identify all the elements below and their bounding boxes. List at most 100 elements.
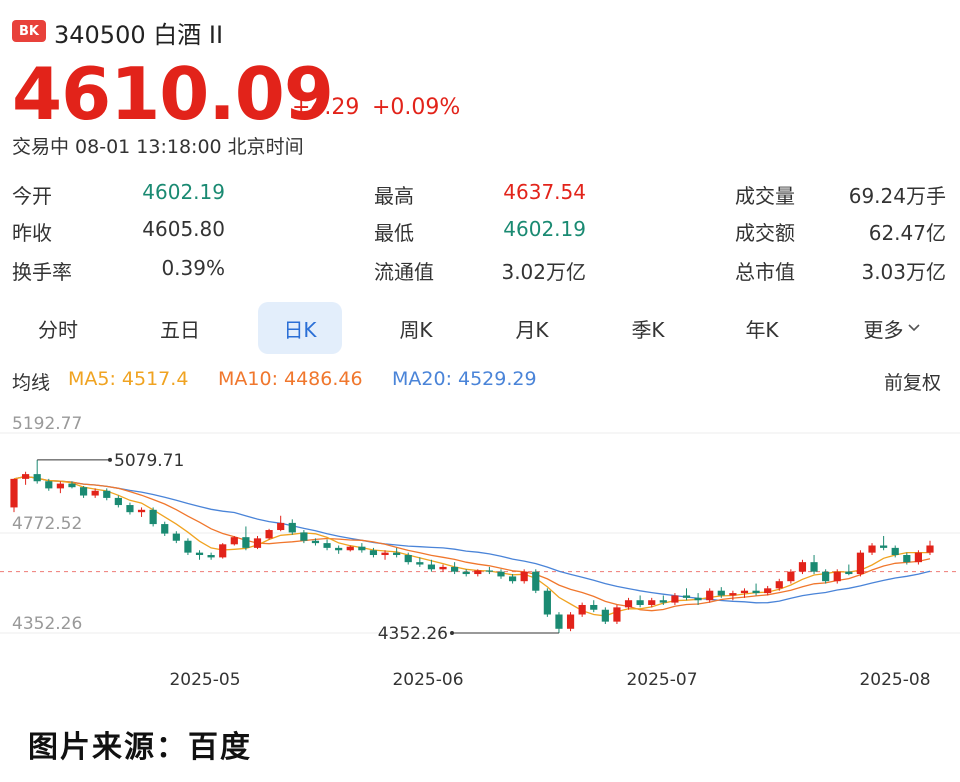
candle-body (369, 550, 378, 556)
candle-body (752, 590, 760, 594)
candle-body (33, 474, 41, 482)
current-price: 4610.09 (12, 52, 334, 136)
candle-body (694, 597, 702, 601)
candle-body (439, 566, 447, 570)
tab-more-label: 更多 (863, 317, 904, 342)
candle-body (300, 532, 308, 541)
candle-body (22, 474, 30, 479)
candle-body (346, 546, 354, 551)
tab-quarterly-k[interactable]: 季K (631, 317, 665, 342)
candle-body (833, 571, 841, 582)
tab-weekly-k[interactable]: 周K (399, 317, 433, 342)
candle-body (520, 571, 528, 582)
candle-body (648, 600, 656, 605)
max-annotation-dot (108, 457, 112, 462)
candle-body (462, 571, 470, 575)
float-cap-label: 流通值 (374, 260, 434, 284)
candle-body (497, 571, 505, 577)
open-value: 4602.19 (142, 180, 225, 204)
candle-body (451, 566, 459, 572)
volume-value: 69.24万手 (848, 184, 946, 208)
candle-body (740, 590, 749, 594)
candle-body (137, 509, 146, 513)
ma20-value: MA20: 4529.29 (392, 368, 537, 390)
market-cap-value: 3.03万亿 (861, 260, 946, 284)
candle-body (880, 545, 888, 548)
period-tabs: 分时 五日 日K 周K 月K 季K 年K 更多 (0, 302, 960, 358)
trading-status: 交易中 08-01 13:18:00 北京时间 (12, 136, 304, 158)
tab-monthly-k[interactable]: 月K (515, 317, 549, 342)
candle-body (706, 590, 714, 601)
candle-body (184, 540, 192, 553)
adjust-mode-button[interactable]: 前复权 (884, 372, 942, 394)
candle-body (532, 571, 540, 591)
min-annotation-dot (450, 631, 454, 635)
candle-body (659, 600, 667, 603)
chevron-down-icon (907, 324, 920, 332)
volume-label: 成交量 (735, 184, 795, 208)
candle-body (311, 540, 320, 544)
candle-body (219, 544, 227, 558)
ma10-value: MA10: 4486.46 (218, 368, 363, 390)
candle-body (578, 604, 586, 615)
image-source-caption: 图片来源：百度 (28, 730, 252, 765)
turnover-value: 0.39% (161, 256, 225, 280)
y-tick-label: 4772.52 (12, 514, 82, 534)
price-change-percent: +0.09% (372, 95, 461, 120)
candle-body (624, 600, 633, 608)
candle-body (613, 607, 621, 622)
candle-body (717, 590, 725, 596)
candle-body (845, 571, 853, 575)
candle-body (485, 570, 493, 572)
candle-body (195, 552, 204, 556)
tab-yearly-k[interactable]: 年K (745, 317, 779, 342)
float-cap-value: 3.02万亿 (501, 260, 586, 284)
candle-body (856, 552, 865, 575)
candle-body (787, 571, 795, 582)
candle-body (265, 530, 273, 539)
market-cap-label: 总市值 (735, 260, 795, 284)
candle-body (474, 570, 482, 575)
amount-label: 成交额 (735, 221, 795, 245)
turnover-label: 换手率 (12, 260, 72, 284)
candle-body (775, 581, 783, 589)
tab-five-day[interactable]: 五日 (160, 317, 200, 342)
candle-body (91, 490, 99, 496)
candle-body (68, 483, 76, 488)
kline-chart[interactable]: 5192.77 4772.52 4352.26 5079.71 4352.26 2025-… (0, 405, 960, 705)
candle-body (45, 481, 53, 489)
ma5-line (13, 475, 930, 617)
candle-body (149, 509, 157, 525)
ma10-line (13, 475, 931, 612)
ma-legend-label: 均线 (12, 372, 51, 394)
low-value: 4602.19 (503, 217, 586, 241)
candle-body (207, 555, 215, 558)
candle-body (288, 522, 296, 533)
open-label: 今开 (12, 184, 52, 208)
candle-body (277, 522, 285, 531)
candle-body (543, 590, 551, 615)
candle-body (161, 524, 169, 534)
amount-value: 62.47亿 (868, 221, 946, 245)
tab-daily-k[interactable]: 日K (258, 302, 342, 354)
candle-body (404, 555, 412, 563)
candle-body (56, 483, 64, 489)
tab-more[interactable]: 更多 (850, 302, 934, 354)
candle-body (358, 546, 366, 551)
candle-body (891, 547, 899, 556)
prev-close-value: 4605.80 (142, 217, 225, 241)
sector-name: 340500 白酒 II (54, 21, 224, 49)
candle-body (323, 543, 331, 548)
ma5-value: MA5: 4517.4 (68, 368, 189, 390)
candle-body (671, 595, 679, 603)
candle-body (566, 614, 575, 629)
candle-body (822, 571, 830, 582)
candle-body (381, 552, 389, 556)
low-label: 最低 (374, 221, 414, 245)
min-annotation-label: 4352.26 (378, 624, 448, 644)
candle-body (903, 555, 911, 563)
candle-body (682, 595, 691, 598)
ma20-line (13, 475, 931, 604)
candle-body (126, 505, 134, 513)
tab-intraday[interactable]: 分时 (38, 317, 78, 342)
